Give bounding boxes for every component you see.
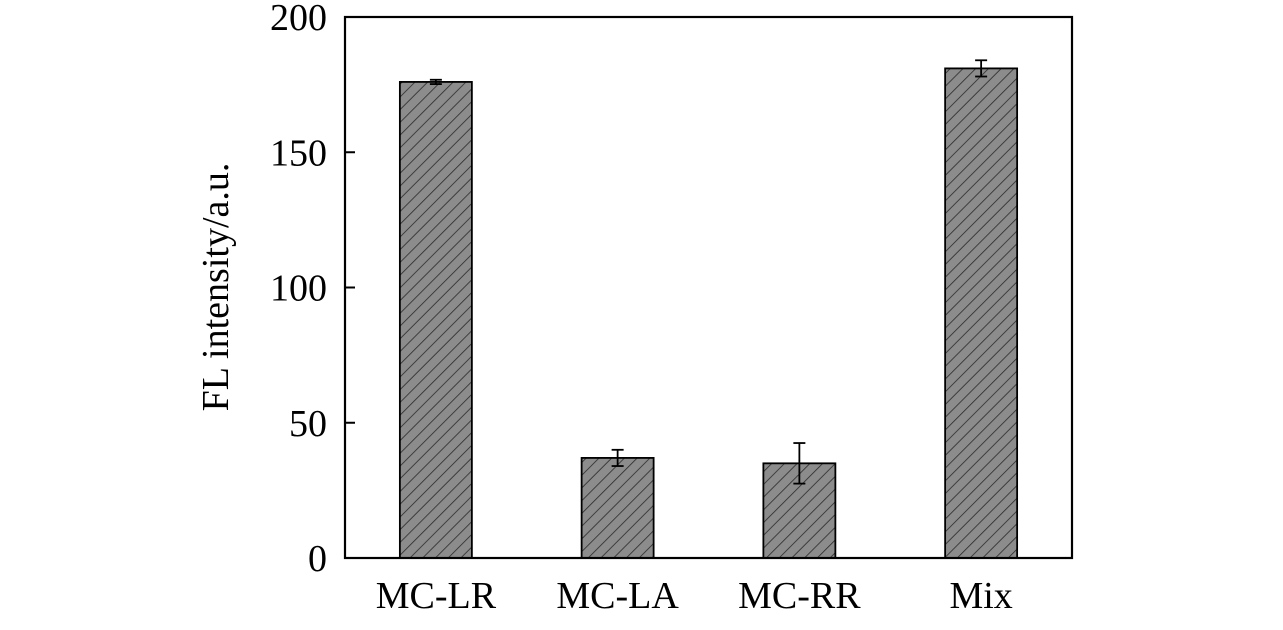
y-tick-label: 150	[270, 132, 327, 174]
y-tick-label: 50	[289, 403, 327, 445]
x-tick-label: MC-LR	[376, 575, 497, 617]
bar-mc-la	[580, 457, 655, 559]
error-bar	[611, 448, 624, 467]
y-axis-title: FL intensity/a.u.	[195, 163, 237, 412]
error-bar	[975, 59, 988, 78]
y-tick-label: 200	[270, 0, 327, 39]
bar-mix	[944, 67, 1019, 559]
bar-mc-lr	[398, 81, 473, 559]
error-bar	[793, 442, 806, 485]
x-tick-label: MC-RR	[738, 575, 861, 617]
x-tick-label: MC-LA	[556, 575, 679, 617]
y-tick-label: 100	[270, 268, 327, 310]
y-tick-label: 0	[308, 538, 327, 580]
x-tick-label: Mix	[949, 575, 1012, 617]
error-bar	[429, 78, 442, 85]
